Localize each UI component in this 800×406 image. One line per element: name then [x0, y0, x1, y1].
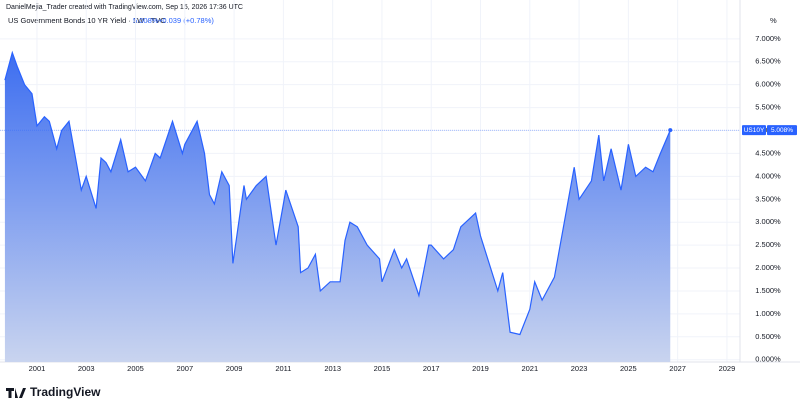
credit: DanielMejia_Trader created with TradingV… [6, 4, 243, 11]
y-tick-label: 6.500% [755, 57, 781, 66]
last-point [668, 128, 673, 133]
y-tick-label: 5.500% [755, 103, 781, 112]
x-tick-label: 2009 [226, 364, 243, 373]
price: 5.008% [771, 127, 793, 134]
y-tick-label: 4.000% [755, 171, 781, 180]
line [4, 50, 671, 336]
x-tick-label: 2019 [472, 364, 489, 373]
x-tick-label: 2021 [521, 364, 538, 373]
symbol-badge [742, 125, 766, 136]
x-tick-label: 2005 [127, 364, 144, 373]
x-tick-label: 2011 [275, 364, 291, 373]
x-tick-label: 2023 [571, 364, 588, 373]
y-tick-label: 1.000% [755, 309, 781, 318]
y-tick-label: 7.000% [755, 34, 781, 43]
change: +0.039 (+0.78%) [158, 16, 214, 25]
symbol: US10Y [744, 127, 765, 134]
x-tick-label: 2025 [620, 364, 637, 373]
y-tick-label: 4.500% [755, 148, 781, 157]
y-tick-label: 0.500% [755, 332, 781, 341]
x-tick-label: 2029 [719, 364, 736, 373]
x-tick-label: 2027 [669, 364, 686, 373]
x-tick-label: 2007 [176, 364, 193, 373]
y-tick-label: 3.500% [755, 194, 781, 203]
x-tick-label: 2015 [374, 364, 391, 373]
y-tick-label: 6.000% [755, 80, 781, 89]
x-tick-label: 2013 [324, 364, 341, 373]
x-tick-label: 2003 [78, 364, 95, 373]
y-tick-label: 1.500% [755, 286, 781, 295]
area-fill [4, 52, 671, 362]
price-badge [767, 125, 797, 136]
brand: TradingView [30, 385, 101, 399]
unit: % [770, 16, 777, 25]
y-tick-label: 0.000% [755, 355, 781, 364]
x-tick-label: 2017 [423, 364, 440, 373]
x-tick-label: 2001 [29, 364, 46, 373]
y-tick-label: 2.000% [755, 263, 781, 272]
logo [6, 388, 26, 398]
chart-title: US Government Bonds 10 YR Yield · 1W · T… [8, 16, 166, 25]
y-tick-label: 3.000% [755, 217, 781, 226]
y-tick-label: 2.500% [755, 240, 781, 249]
last-value: 5.008% [133, 16, 159, 25]
